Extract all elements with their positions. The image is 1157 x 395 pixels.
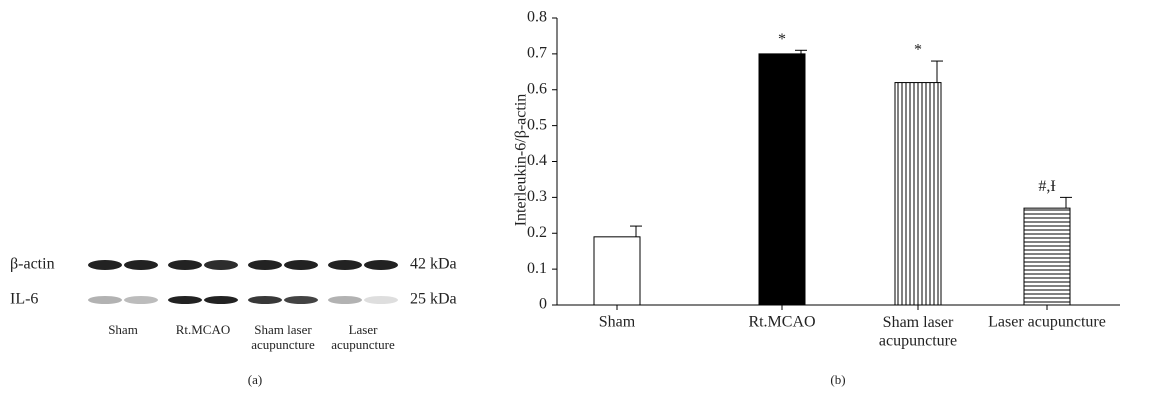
annotation: * <box>778 31 786 48</box>
panel-caption: (b) <box>830 372 845 387</box>
western-blot: β-actin 42 kDa IL-6 25 kDa Sham Rt.MCAO Sham l… <box>10 256 457 352</box>
x-tick-label: Laser acupuncture <box>988 314 1106 331</box>
y-tick-label: 0.1 <box>527 260 547 277</box>
y-tick-label: 0.4 <box>527 152 547 169</box>
annotation: #,Ɨ <box>1038 178 1056 195</box>
group-label: Sham <box>108 322 138 337</box>
y-tick-label: 0.5 <box>527 116 547 133</box>
band <box>204 260 238 270</box>
panel-caption: (a) <box>248 372 262 387</box>
x-tick-label: Sham <box>599 314 636 331</box>
x-tick-label: Rt.MCAO <box>748 314 815 331</box>
band <box>168 260 202 270</box>
band <box>124 260 158 270</box>
band <box>168 296 202 304</box>
y-tick-label: 0.6 <box>527 80 547 97</box>
page: β-actin 42 kDa IL-6 25 kDa Sham Rt.MCAO Sham l… <box>0 0 1157 395</box>
group-label: Rt.MCAO <box>176 322 231 337</box>
band <box>284 260 318 270</box>
y-tick-label: 0.2 <box>527 224 547 241</box>
bar <box>1024 208 1070 305</box>
band <box>248 296 282 304</box>
y-tick-label: 0.3 <box>527 188 547 205</box>
band <box>124 296 158 304</box>
band <box>284 296 318 304</box>
band <box>328 260 362 270</box>
y-tick-label: 0 <box>539 296 547 313</box>
y-tick-label: 0.8 <box>527 9 547 26</box>
size-label: 25 kDa <box>410 291 457 308</box>
row-label: IL-6 <box>10 291 38 308</box>
annotation: * <box>914 42 922 59</box>
y-tick-label: 0.7 <box>527 45 547 62</box>
bar <box>759 54 805 305</box>
band <box>88 260 122 270</box>
band <box>364 296 398 304</box>
band <box>88 296 122 304</box>
row-label: β-actin <box>10 256 55 273</box>
size-label: 42 kDa <box>410 256 457 273</box>
band <box>248 260 282 270</box>
band <box>328 296 362 304</box>
band <box>364 260 398 270</box>
figure: β-actin 42 kDa IL-6 25 kDa Sham Rt.MCAO Sham l… <box>0 0 1157 395</box>
band <box>204 296 238 304</box>
bar <box>895 83 941 305</box>
bar <box>594 237 640 305</box>
